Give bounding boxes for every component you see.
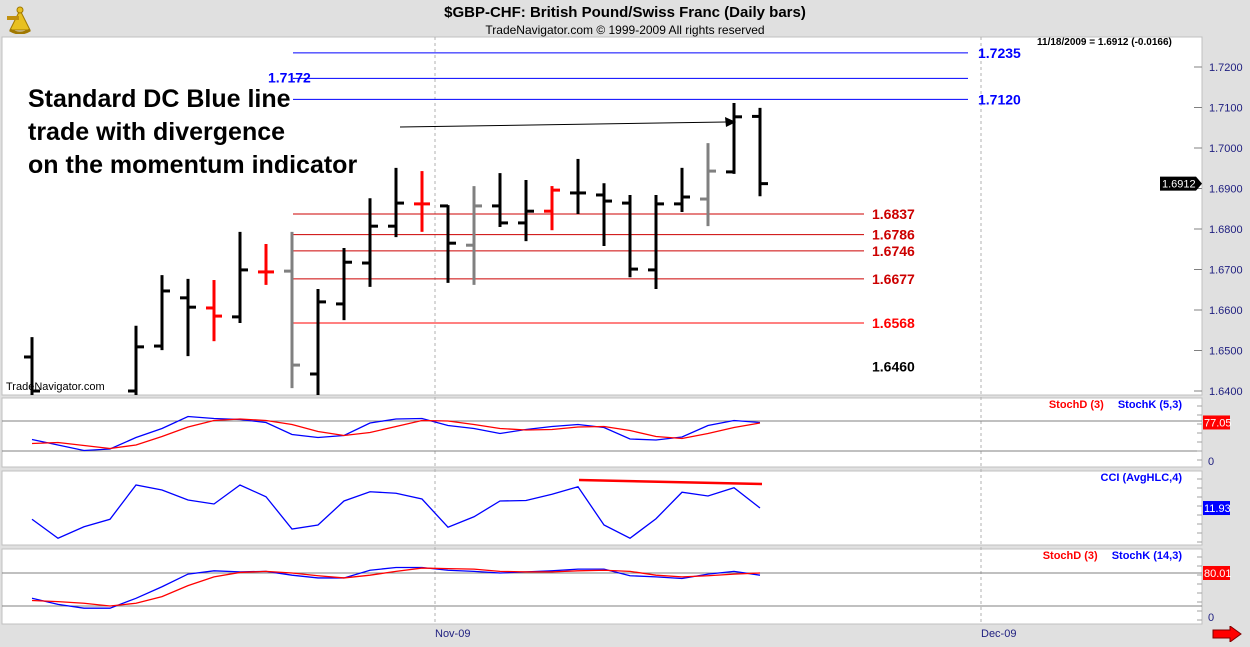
y-tick-label: 1.6400 (1209, 386, 1243, 398)
last-value-label: 11.93 (1204, 503, 1231, 515)
price-bars (24, 103, 768, 395)
y-tick-label: 1.6900 (1209, 184, 1243, 196)
sextant-icon (4, 4, 36, 35)
level-label: 1.6460 (872, 359, 915, 375)
last-value-tag (1203, 415, 1230, 430)
series-line-stochk (31, 415, 761, 452)
y-tick-label: 0 (1208, 612, 1214, 624)
last-value-label: 80.01 (1204, 568, 1232, 580)
level-label: 1.7120 (978, 91, 1021, 107)
trend-arrow-line (399, 121, 727, 128)
last-price-tag (1160, 176, 1196, 191)
last-price-pointer-icon (1196, 176, 1202, 191)
level-label: 1.6786 (872, 227, 915, 243)
y-tick-label: 1.6700 (1209, 265, 1243, 277)
watermark: TradeNavigator.com (6, 381, 105, 393)
indicator-legend: StochK (14,3) (1112, 550, 1183, 562)
indicator-legend: StochK (5,3) (1118, 399, 1183, 411)
level-label: 1.7235 (978, 45, 1021, 61)
y-tick-label: 1.6800 (1209, 224, 1243, 236)
y-tick-label: 1.6600 (1209, 305, 1243, 317)
annotation-line: Standard DC Blue line (28, 85, 291, 113)
series-line-cci (31, 484, 761, 540)
annotation-line: on the momentum indicator (28, 151, 358, 179)
y-tick-label: 1.7100 (1209, 103, 1243, 115)
chart-title: $GBP-CHF: British Pound/Swiss Franc (Dai… (444, 4, 806, 21)
y-tick-label: 1.6500 (1209, 346, 1243, 358)
arrowhead-icon (725, 117, 736, 127)
series-line-stochd (31, 567, 761, 607)
indicator-legend: StochD (3) (1043, 550, 1098, 562)
y-tick-label: 1.7000 (1209, 143, 1243, 155)
scroll-right-arrow-icon[interactable] (1212, 625, 1242, 643)
level-label: 1.7172 (268, 69, 311, 85)
x-tick-label: Nov-09 (435, 628, 470, 640)
series-line-stochk (31, 566, 761, 609)
level-label: 1.6677 (872, 271, 915, 287)
indicator-legend: StochD (3) (1049, 399, 1104, 411)
panel-3 (1, 548, 1203, 625)
last-value-tag (1203, 565, 1230, 580)
x-tick-label: Dec-09 (981, 628, 1016, 640)
y-tick-label: 0 (1208, 456, 1214, 468)
series-line-stochd (31, 418, 761, 450)
indicator-legend: CCI (AvgHLC,4) (1101, 472, 1183, 484)
chart-subtitle: TradeNavigator.com © 1999-2009 All right… (485, 23, 765, 37)
annotation-line: trade with divergence (28, 118, 286, 146)
last-value-label: 77.05 (1204, 417, 1232, 429)
annotation-text: Standard DC Blue line trade with diverge… (28, 83, 357, 182)
panel-2 (1, 470, 1203, 546)
panel-1 (1, 397, 1203, 468)
panel-0 (1, 36, 1203, 396)
last-value-tag (1203, 501, 1230, 516)
level-label: 1.6568 (872, 315, 915, 331)
level-label: 1.6746 (872, 243, 915, 259)
price-readout: 11/18/2009 = 1.6912 (-0.0166) (1037, 37, 1172, 48)
divergence-line (578, 478, 763, 486)
last-price-label: 1.6912 (1162, 179, 1196, 191)
y-tick-label: 1.7200 (1209, 62, 1243, 74)
level-label: 1.6837 (872, 206, 915, 222)
